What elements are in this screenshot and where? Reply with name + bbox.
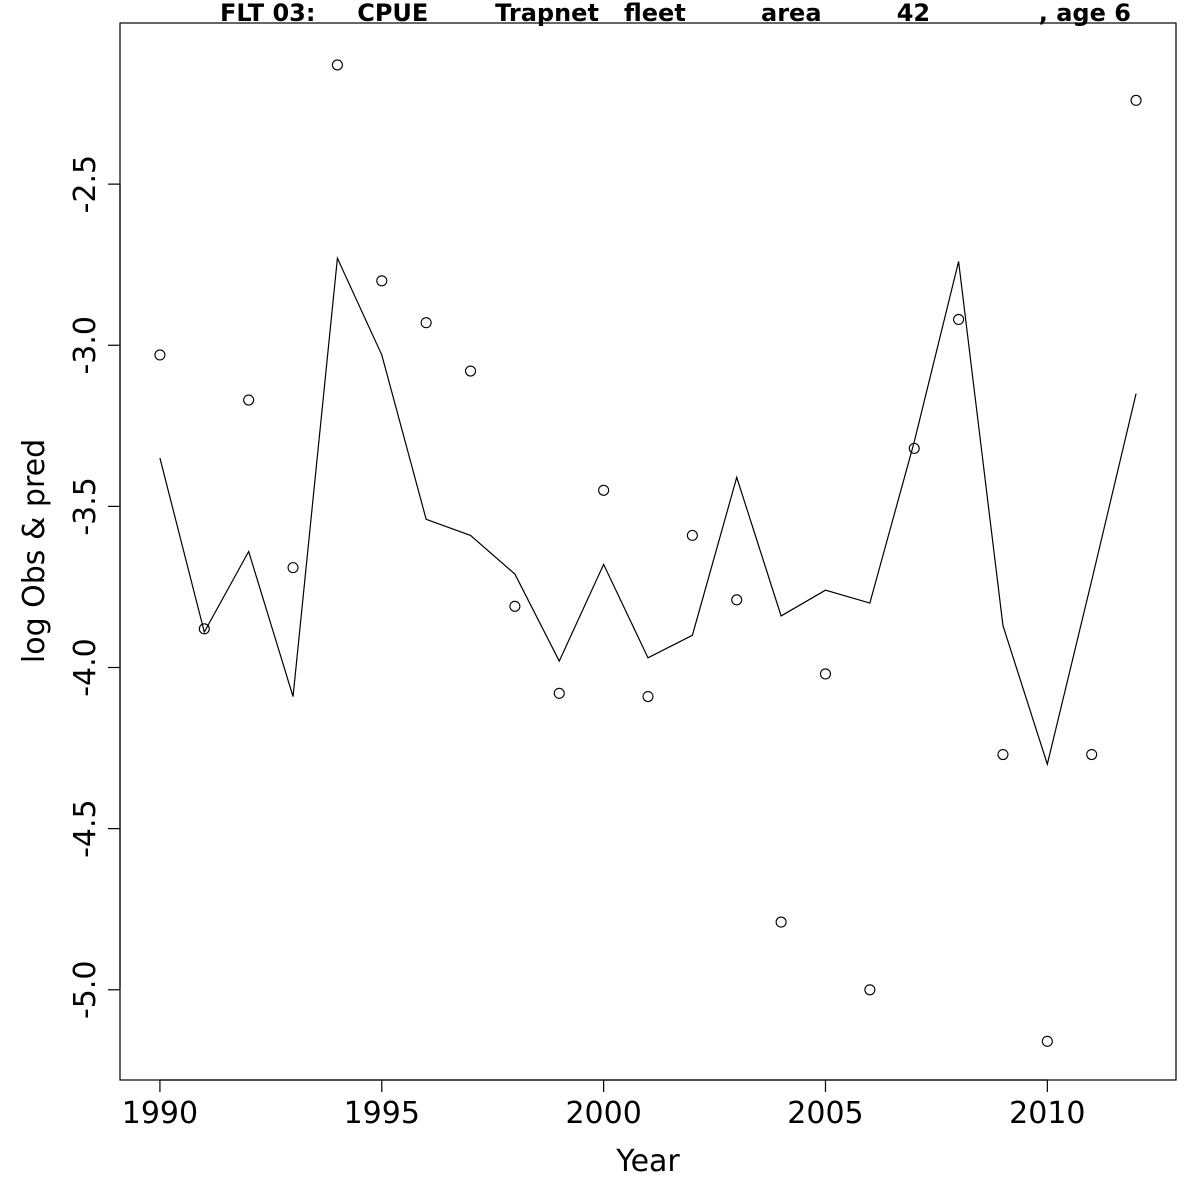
y-axis-label: log Obs & pred [17,439,52,663]
x-tick-label: 2010 [1009,1096,1085,1131]
observed-point [420,317,432,329]
observed-point [243,394,255,406]
x-tick-label: 2000 [565,1096,641,1131]
plot-frame [119,22,1177,1081]
y-tick-label: -3.0 [68,316,103,375]
observed-point [997,748,1009,761]
observed-point [1086,748,1098,761]
observed-point [731,594,743,606]
series-layer [154,59,1142,1047]
x-tick-label: 2005 [787,1096,863,1131]
observed-point [819,668,832,680]
observed-point [953,313,965,326]
observed-point [642,690,654,703]
y-tick-label: -4.0 [68,638,103,697]
observed-point [1041,1035,1053,1047]
observed-point [908,442,920,454]
y-tick-label: -3.5 [68,477,103,536]
y-tick-label: -4.5 [68,799,103,858]
observed-point [376,275,388,287]
observed-point [464,365,477,377]
observed-point [154,349,166,361]
x-axis-label: Year [615,1144,680,1179]
observed-point [1130,94,1142,106]
x-axis: 1990 1995 2000 2005 2010 [122,1079,1086,1131]
y-tick-label: -5.0 [68,960,103,1019]
observed-point [287,562,299,574]
observed-point [598,484,610,496]
x-tick-label: 1990 [122,1096,198,1131]
observed-point [198,623,210,635]
observed-point [864,984,876,996]
observed-point [331,59,343,71]
observed-point [553,687,565,699]
observed-point [775,916,787,928]
predicted-line [159,255,1137,767]
observed-point [686,529,698,541]
y-tick-label: -2.5 [68,155,103,214]
x-tick-label: 1995 [344,1096,420,1131]
observed-point [509,600,521,612]
y-axis: -5.0 -4.5 -4.0 -3.5 -3.0 -2.5 [68,155,121,1019]
